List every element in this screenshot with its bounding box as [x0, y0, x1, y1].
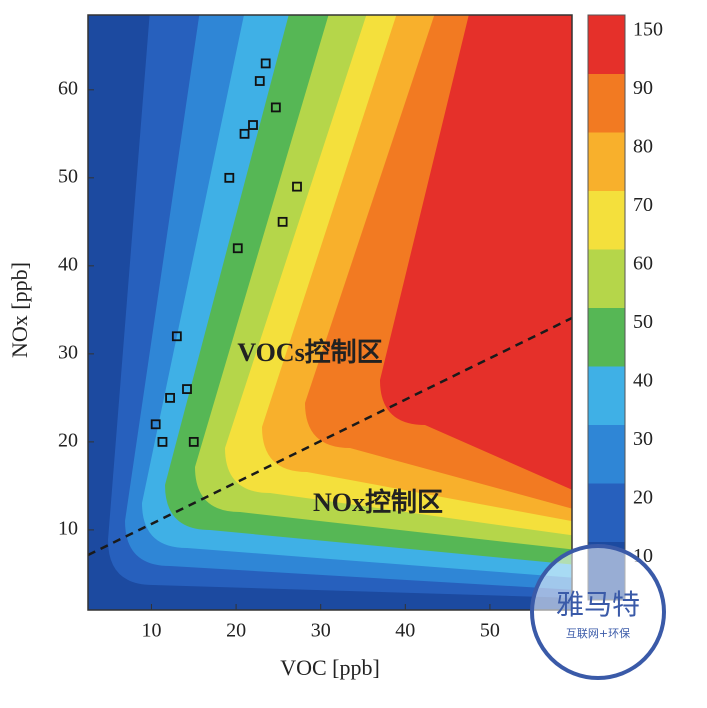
x-tick-label: 10 — [141, 620, 161, 642]
colorbar-band — [588, 73, 625, 133]
y-tick-label: 10 — [58, 517, 78, 539]
y-tick-label: 20 — [58, 429, 78, 451]
plot-area — [88, 15, 572, 610]
watermark-logo — [530, 544, 666, 680]
scatter-point — [292, 181, 302, 192]
plot-frame — [87, 14, 573, 611]
annotation: VOCs控制区 — [237, 338, 382, 367]
scatter-point — [239, 128, 250, 139]
contour-band — [380, 15, 572, 490]
colorbar-band — [588, 15, 625, 74]
colorbar-tick-label: 70 — [633, 194, 653, 216]
scatter-point — [224, 172, 235, 183]
colorbar-band — [588, 249, 625, 308]
scatter-point — [270, 102, 281, 113]
colorbar-tick-label: 60 — [633, 253, 653, 275]
scatter-point — [165, 392, 175, 403]
colorbar-tick-label: 90 — [633, 77, 653, 99]
scatter-point — [232, 243, 243, 254]
x-tick-label: 20 — [226, 620, 246, 642]
colorbar-band — [588, 190, 625, 250]
ridge-line — [88, 316, 572, 557]
colorbar-tick-label: 40 — [633, 370, 653, 392]
colorbar-band — [588, 307, 625, 367]
scatter-point — [171, 331, 182, 342]
colorbar-tick-label: 50 — [633, 311, 653, 333]
y-axis-label: NOx [ppb] — [7, 262, 32, 358]
scatter-point — [248, 120, 258, 130]
y-tick-label: 50 — [58, 165, 78, 187]
watermark-tagline: 互联网+环保 — [566, 626, 630, 640]
y-tick-label: 40 — [58, 253, 78, 275]
colorbar-tick-label: 30 — [633, 428, 653, 450]
colorbar-band — [588, 424, 625, 484]
scatter-point — [150, 419, 161, 430]
x-tick-label: 40 — [395, 620, 415, 642]
scatter-point — [277, 216, 288, 227]
x-axis-label: VOC [ppb] — [280, 655, 380, 680]
x-tick-label: 30 — [311, 620, 331, 642]
colorbar-tick-label: 20 — [633, 487, 653, 509]
scatter-point — [157, 436, 168, 447]
scatter-point — [254, 76, 265, 86]
colorbar-tick-label: 80 — [633, 136, 653, 158]
x-tick-label: 50 — [480, 620, 500, 642]
scatter-point — [260, 58, 271, 69]
colorbar-band — [588, 483, 625, 542]
scatter-point — [188, 436, 199, 447]
colorbar-band — [588, 132, 625, 191]
colorbar-band — [588, 366, 625, 425]
annotation: NOx控制区 — [313, 488, 443, 517]
y-tick-label: 60 — [58, 77, 78, 99]
scatter-point — [182, 384, 192, 394]
colorbar-tick-label: 150 — [633, 19, 663, 41]
watermark-name: 雅马特 — [556, 588, 640, 621]
y-tick-label: 30 — [58, 341, 78, 363]
